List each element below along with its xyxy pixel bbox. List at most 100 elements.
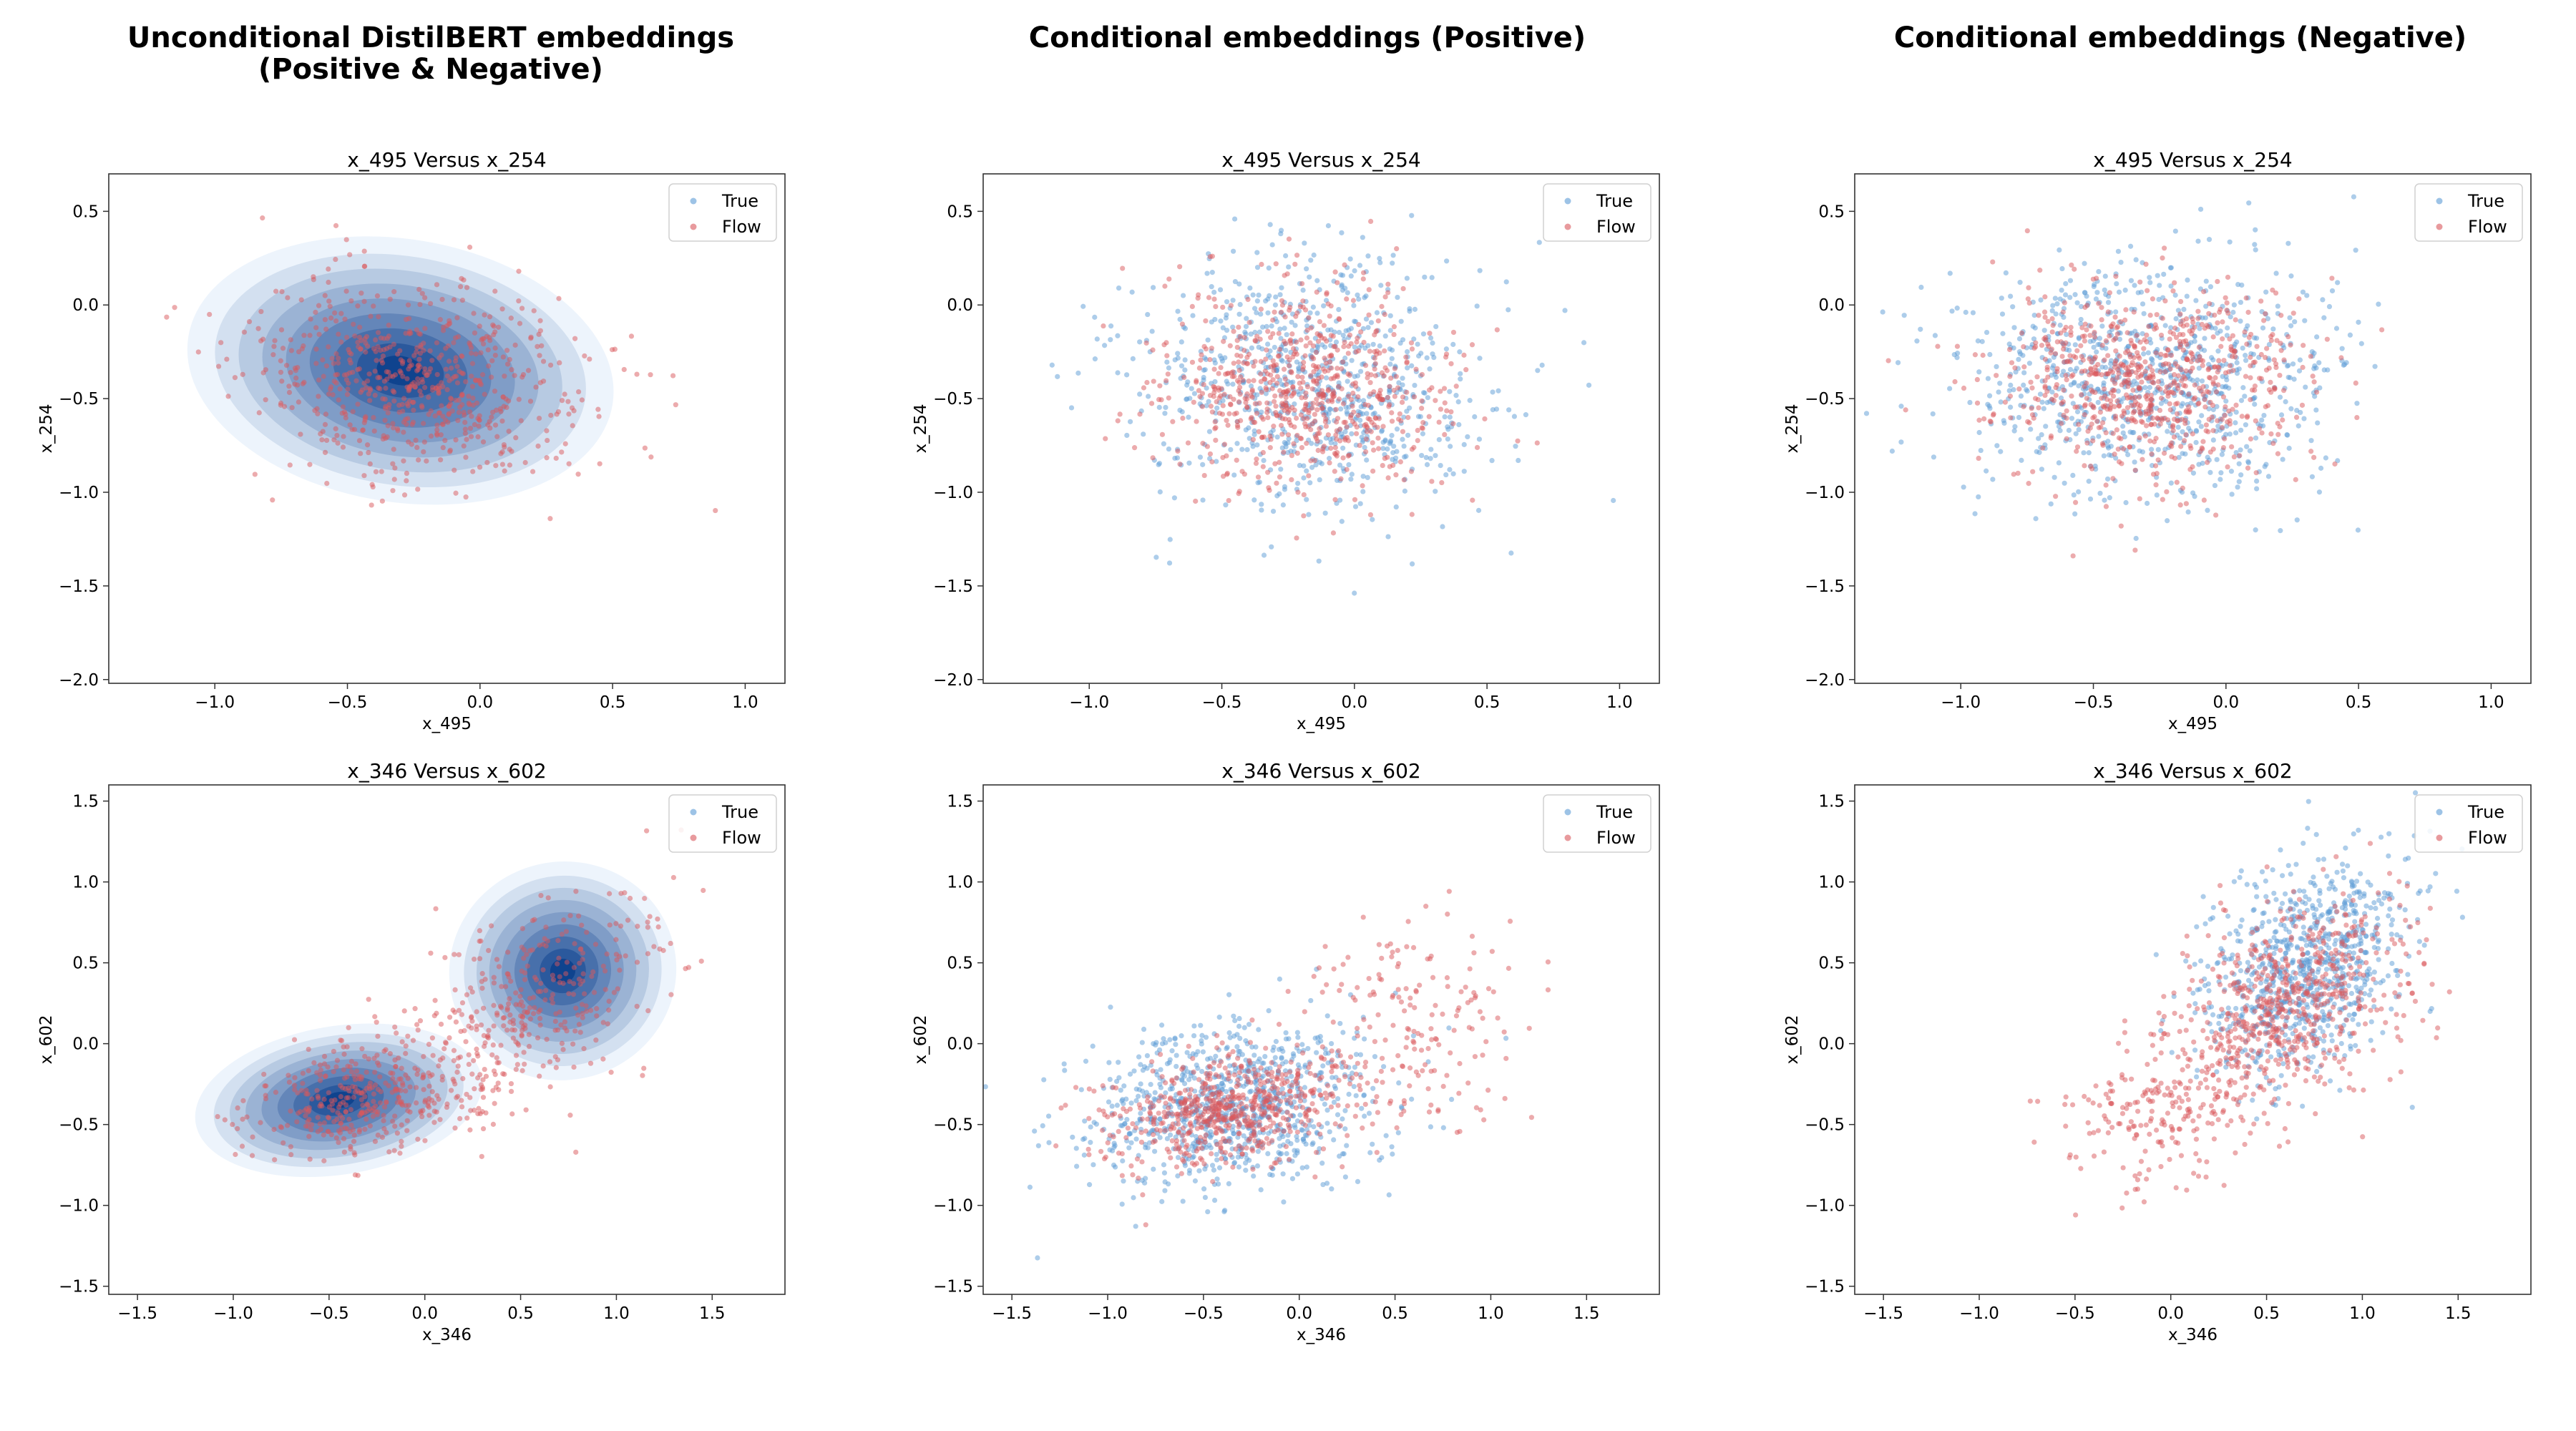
flow-point — [307, 1156, 313, 1162]
flow-point — [2128, 338, 2134, 343]
true-point — [1252, 329, 1258, 336]
true-point — [2303, 384, 2308, 390]
true-point — [1116, 1060, 1121, 1065]
true-point — [1198, 1022, 1204, 1028]
true-point — [1445, 436, 1450, 442]
true-point — [1360, 235, 1365, 240]
flow-point — [1180, 415, 1186, 421]
true-point — [2118, 260, 2124, 265]
flow-point — [1360, 483, 1365, 489]
flow-point — [367, 1123, 373, 1129]
flow-point — [1338, 476, 1344, 482]
flow-point — [2273, 290, 2279, 296]
flow-point — [2160, 255, 2165, 261]
subplot-3: −1.0 −0.5 0.0 0.5 1.0−2.0−1.5−1.0−0.50.00.5x… — [1783, 148, 2532, 733]
y-tick-label: −2.0 — [933, 671, 973, 690]
flow-point — [1214, 399, 1219, 405]
subplot-2: −1.0 −0.5 0.0 0.5 1.0−2.0−1.5−1.0−0.50.00.5x… — [912, 148, 1660, 733]
true-point — [1309, 347, 1315, 353]
flow-point — [2215, 382, 2221, 388]
flow-point — [355, 366, 361, 373]
flow-point — [1258, 306, 1264, 312]
flow-point — [412, 1065, 418, 1071]
flow-point — [471, 311, 477, 316]
true-point — [1237, 1035, 1243, 1041]
flow-point — [323, 1073, 328, 1079]
flow-point — [391, 446, 396, 452]
flow-point — [1271, 399, 1277, 404]
flow-point — [372, 1069, 378, 1075]
flow-point — [440, 414, 446, 419]
flow-point — [1333, 432, 1339, 438]
true-point — [1248, 331, 1254, 337]
flow-point — [463, 454, 469, 460]
flow-point — [1234, 352, 1240, 358]
flow-point — [406, 328, 413, 334]
flow-point — [289, 405, 295, 411]
flow-point — [530, 1011, 537, 1017]
y-tick-label: −1.0 — [59, 1197, 99, 1216]
flow-point — [1379, 303, 1385, 309]
flow-point — [1391, 387, 1397, 394]
flow-point — [316, 394, 321, 399]
flow-point — [1159, 431, 1166, 437]
flow-point — [351, 1094, 356, 1100]
flow-point — [1330, 389, 1336, 394]
flow-point — [453, 490, 459, 496]
true-point — [1267, 293, 1272, 298]
flow-point — [352, 1077, 358, 1083]
x-tick-label: −0.5 — [2074, 693, 2114, 712]
flow-point — [2164, 384, 2170, 390]
true-point — [1206, 399, 1211, 404]
flow-point — [494, 957, 500, 962]
flow-point — [1314, 289, 1319, 295]
flow-point — [431, 1120, 437, 1125]
flow-point — [462, 431, 468, 436]
flow-point — [2172, 326, 2178, 331]
flow-point — [361, 473, 367, 479]
true-point — [1269, 242, 1275, 248]
flow-point — [1345, 351, 1351, 356]
flow-point — [2087, 425, 2093, 431]
flow-point — [713, 507, 718, 514]
axes-frame — [1854, 173, 2532, 684]
true-point — [2196, 366, 2202, 371]
flow-point — [2149, 451, 2155, 457]
flow-point — [1301, 492, 1307, 498]
true-point — [1049, 362, 1055, 368]
flow-point — [371, 415, 376, 421]
flow-point — [1292, 261, 1298, 267]
subplot-title: x_495 Versus x_254 — [347, 148, 546, 172]
flow-point — [1903, 407, 1908, 413]
flow-point — [352, 333, 358, 339]
flow-point — [1494, 327, 1500, 333]
true-point — [1337, 497, 1343, 503]
true-point — [1300, 287, 1306, 293]
flow-point — [2268, 431, 2274, 437]
flow-point — [280, 346, 286, 351]
flow-point — [2058, 339, 2064, 345]
flow-point — [2118, 523, 2124, 529]
true-point — [1254, 265, 1261, 270]
flow-point — [443, 366, 449, 372]
flow-point — [577, 960, 582, 966]
true-point — [1277, 326, 1283, 332]
flow-point — [252, 472, 258, 477]
true-point — [2138, 289, 2145, 295]
true-point — [2235, 484, 2240, 490]
true-point — [1152, 1148, 1158, 1154]
flow-point — [287, 462, 293, 468]
true-point — [1400, 382, 1405, 388]
flow-point — [2042, 356, 2049, 362]
flow-point — [404, 1118, 410, 1123]
true-point — [2278, 412, 2285, 418]
true-point — [2008, 382, 2014, 388]
true-point — [1385, 446, 1390, 452]
flow-point — [519, 968, 525, 974]
flow-point — [230, 1121, 235, 1128]
flow-point — [2036, 313, 2041, 318]
true-point — [1180, 293, 1186, 298]
flow-point — [563, 929, 570, 934]
true-point — [2039, 431, 2044, 438]
flow-point — [390, 488, 396, 494]
